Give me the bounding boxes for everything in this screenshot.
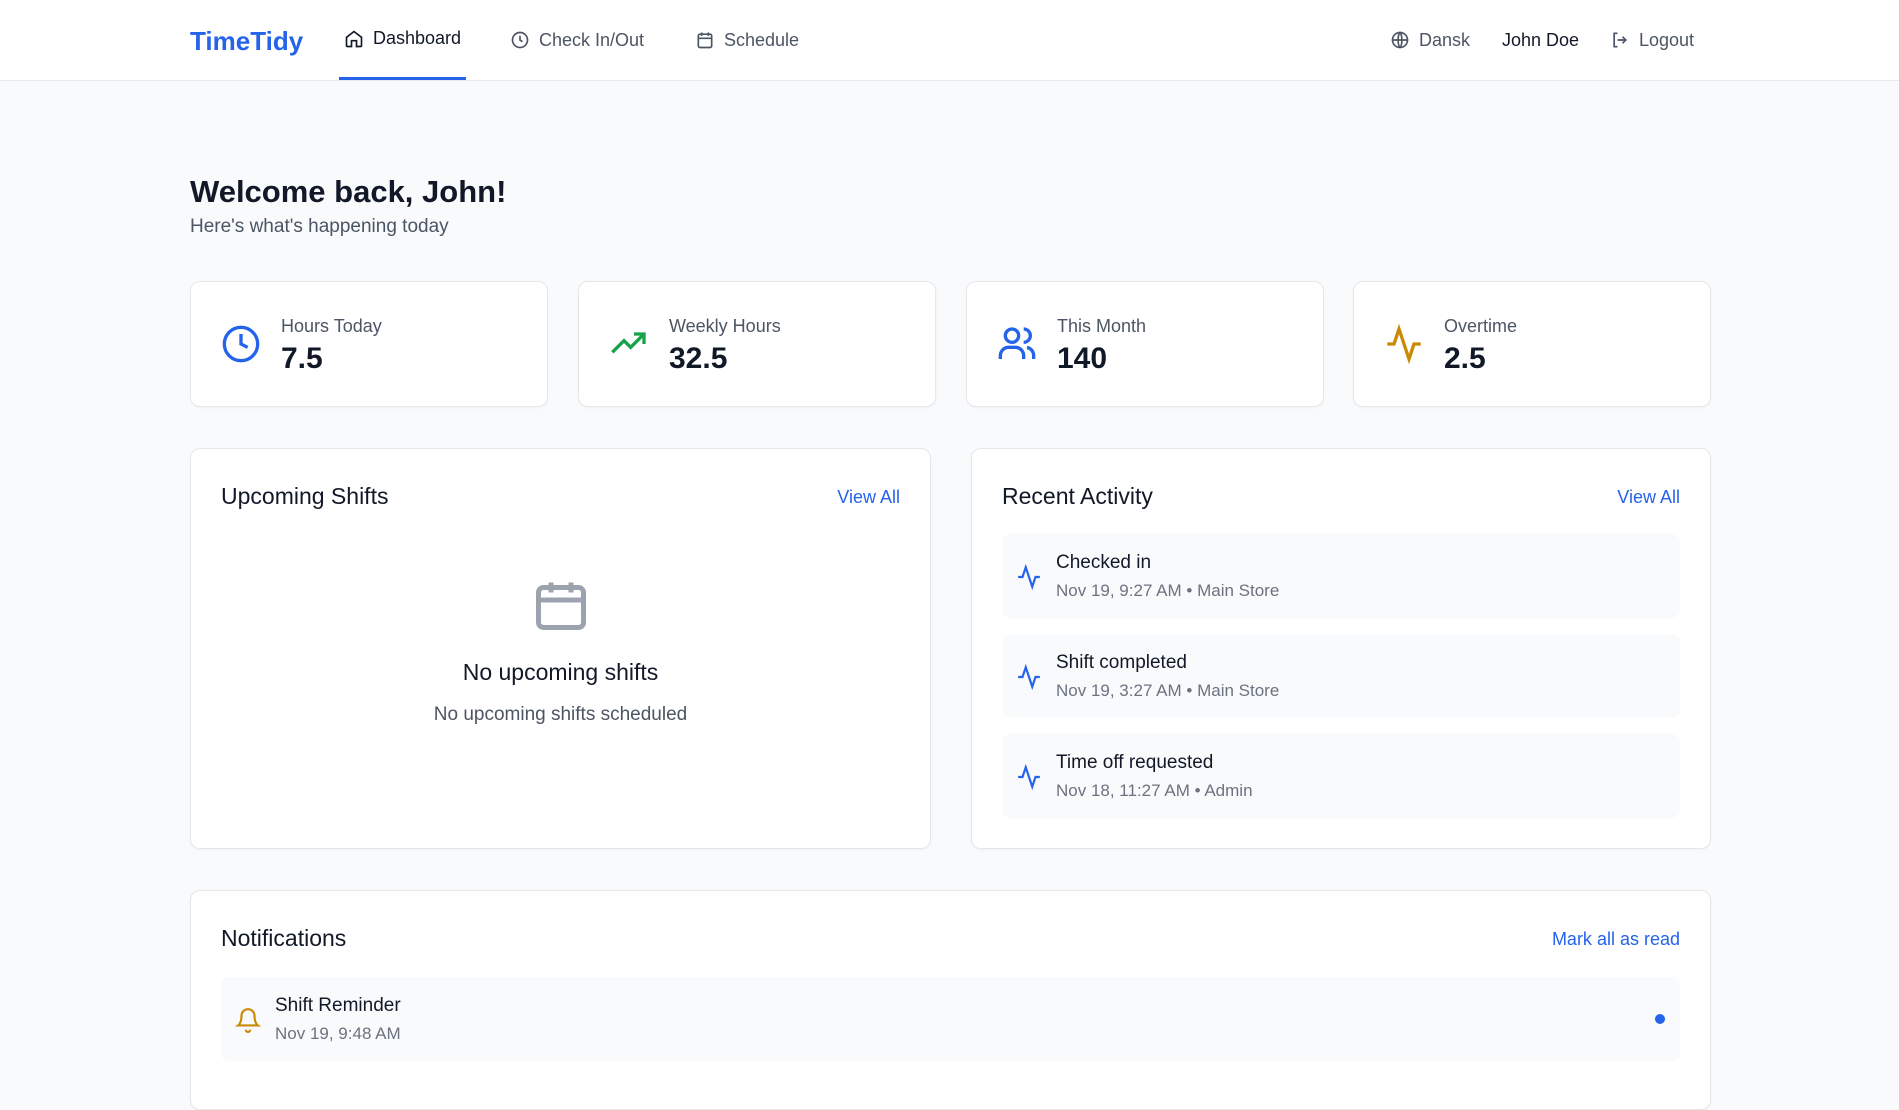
panel-title: Upcoming Shifts — [221, 483, 389, 509]
stat-label: This Month — [1057, 316, 1147, 336]
calendar-icon — [697, 32, 713, 49]
nav-label: Schedule — [724, 29, 800, 50]
view-all[interactable]: View All — [837, 487, 900, 507]
empty-title: No upcoming shifts — [462, 659, 659, 685]
activity-title: Shift completed — [1056, 652, 1187, 673]
users-icon — [998, 327, 1036, 359]
notification-item[interactable]: Shift Reminder Nov 19, 9:48 AM — [221, 977, 1680, 1061]
stat-value: 32.5 — [669, 342, 728, 375]
unread-dot — [1655, 1014, 1665, 1024]
nav-schedule[interactable]: Schedule — [695, 0, 799, 80]
stat-card: This Month 140 — [966, 281, 1324, 407]
activity-icon — [1387, 324, 1421, 364]
activity-detail: Nov 19, 9:27 AM • Main Store — [1056, 581, 1280, 600]
top-bar: TimeTidy Dashboard Check In/Out Schedule… — [0, 0, 1899, 81]
globe-icon — [1391, 31, 1409, 49]
upcoming-shifts-panel: Upcoming Shifts View All No upcoming shi… — [190, 448, 931, 849]
panel-title: Notifications — [221, 925, 347, 951]
stat-value: 2.5 — [1444, 342, 1486, 375]
mark-all-read[interactable]: Mark all as read — [1551, 929, 1680, 949]
activity-title: Time off requested — [1056, 752, 1214, 773]
activity-icon — [1018, 564, 1040, 590]
activity-detail: Nov 19, 3:27 AM • Main Store — [1056, 681, 1280, 700]
nav-check[interactable]: Check In/Out — [510, 0, 644, 80]
language-label: Dansk — [1419, 29, 1471, 50]
view-all[interactable]: View All — [1617, 487, 1680, 507]
stat-card: Overtime 2.5 — [1353, 281, 1711, 407]
notification-detail: Nov 19, 9:48 AM — [275, 1024, 401, 1043]
activity-item: Checked in Nov 19, 9:27 AM • Main Store — [1002, 534, 1680, 618]
activity-item: Time off requested Nov 18, 11:27 AM • Ad… — [1002, 734, 1680, 818]
bell-icon — [235, 1008, 261, 1033]
nav-dashboard[interactable]: Dashboard — [339, 0, 467, 80]
home-icon — [345, 29, 363, 47]
user[interactable]: John Doe — [1502, 0, 1579, 80]
stat-label: Overtime — [1444, 316, 1518, 336]
stat-card: Hours Today 7.5 — [190, 281, 548, 407]
activity-icon — [1018, 664, 1040, 690]
activity-detail: Nov 18, 11:27 AM • Admin — [1056, 781, 1253, 800]
nav-label: Check In/Out — [539, 29, 645, 50]
logo[interactable]: TimeTidy — [190, 26, 304, 56]
notification-title: Shift Reminder — [275, 995, 401, 1016]
welcome-title: Welcome back, John! — [190, 174, 507, 209]
stat-card: Weekly Hours 32.5 — [578, 281, 936, 407]
user-name: John Doe — [1502, 29, 1580, 50]
notifications-panel: Notifications Mark all as read Shift Rem… — [190, 890, 1711, 1110]
empty-calendar-icon — [536, 582, 586, 630]
clock-icon — [511, 31, 529, 49]
activity-title: Checked in — [1056, 552, 1152, 573]
nav-label: Dashboard — [373, 28, 462, 48]
stat-value: 7.5 — [281, 342, 323, 375]
empty-text: No upcoming shifts scheduled — [433, 704, 688, 725]
activity-icon — [1018, 764, 1040, 790]
welcome-subtitle: Here's what's happening today — [190, 216, 449, 237]
trend-icon — [611, 332, 646, 354]
logout-icon — [1613, 32, 1628, 48]
stat-value: 140 — [1057, 342, 1108, 375]
language[interactable]: Dansk — [1390, 0, 1470, 80]
recent-activity-panel: Recent Activity View All Checked in Nov … — [971, 448, 1711, 849]
panel-title: Recent Activity — [1002, 483, 1153, 509]
activity-item: Shift completed Nov 19, 3:27 AM • Main S… — [1002, 634, 1680, 718]
stat-label: Weekly Hours — [669, 316, 781, 336]
logout[interactable]: Logout — [1610, 0, 1694, 80]
stat-label: Hours Today — [281, 316, 382, 336]
logout-label: Logout — [1639, 29, 1695, 50]
clock-icon — [222, 325, 260, 363]
